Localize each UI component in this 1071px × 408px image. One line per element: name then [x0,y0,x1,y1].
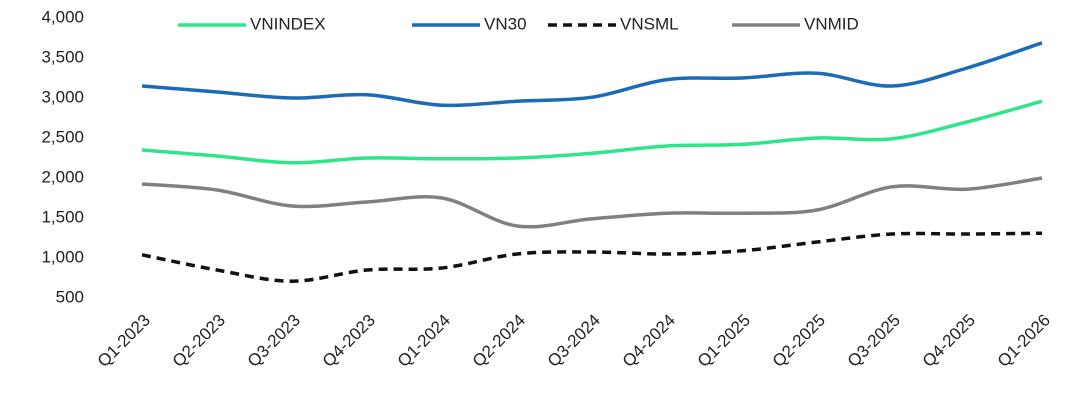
x-tick-label: Q2-2023 [169,311,229,371]
x-tick-label: Q4-2023 [319,311,379,371]
series-line [141,176,1043,229]
x-tick-label: Q3-2025 [844,311,904,371]
x-tick-label: Q3-2023 [244,311,304,371]
x-tick-label: Q1-2023 [94,311,154,371]
legend-label: VNINDEX [250,14,326,33]
legend-label: VNSML [620,14,679,33]
y-tick-label: 4,000 [41,7,84,26]
series-line [141,231,1043,283]
x-tick-label: Q2-2025 [769,311,829,371]
y-tick-label: 1,500 [41,207,84,226]
x-tick-label: Q4-2024 [619,311,679,371]
x-tick-label: Q1-2025 [694,311,754,371]
y-tick-label: 3,500 [41,47,84,66]
y-tick-label: 2,500 [41,127,84,146]
series-line [141,99,1043,165]
y-tick-label: 2,000 [41,167,84,186]
x-tick-label: Q4-2025 [919,311,979,371]
x-tick-label: Q3-2024 [544,311,604,371]
x-tick-label: Q1-2024 [394,311,454,371]
x-tick-label: Q1-2026 [994,311,1054,371]
legend-label: VNMID [804,14,859,33]
y-tick-label: 500 [56,287,84,306]
y-tick-label: 1,000 [41,247,84,266]
x-tick-label: Q2-2024 [469,311,529,371]
series-line [141,41,1043,108]
y-tick-label: 3,000 [41,87,84,106]
legend-label: VN30 [484,14,527,33]
